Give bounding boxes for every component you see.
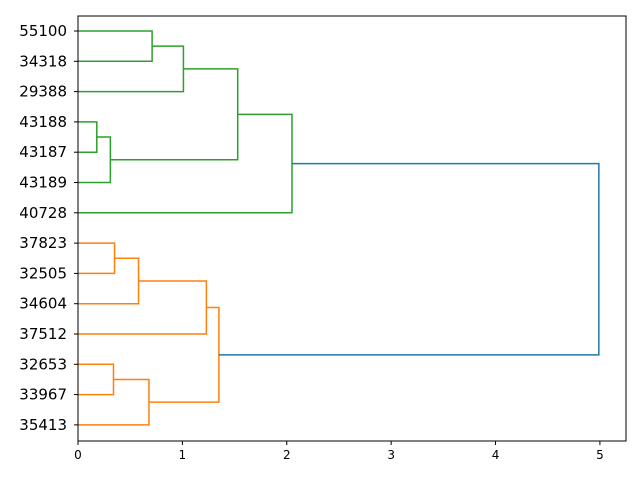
dendrogram-link-1: [78, 45, 185, 93]
dendrogram-links: [78, 30, 600, 426]
x-tick-label: 0: [74, 448, 82, 462]
plot-area-frame: [77, 15, 627, 442]
leaf-label: 32653: [19, 355, 67, 373]
dendrogram-link-6: [78, 242, 116, 275]
x-axis: 0 1 2 3 4 5: [74, 441, 604, 462]
leaf-label: 43189: [19, 174, 67, 192]
x-tick-label: 1: [179, 448, 187, 462]
dendrogram-link-0: [78, 30, 153, 63]
x-tick-label: 4: [492, 448, 500, 462]
dendrogram-link-2: [78, 121, 98, 153]
leaf-label: 34604: [19, 295, 67, 313]
x-tick-label: 5: [596, 448, 604, 462]
leaf-label: 55100: [19, 22, 67, 40]
x-tick-label: 3: [387, 448, 395, 462]
leaf-label: 35413: [19, 416, 67, 434]
leaf-label: 43187: [19, 143, 67, 161]
dendrogram-link-3: [78, 136, 112, 184]
y-axis-leaf-labels: 55100 34318 29388 43188 43187 43189 40728 37823…: [19, 22, 78, 434]
dendrogram-link-11: [148, 306, 220, 403]
leaf-label: 37512: [19, 325, 67, 343]
leaf-label: 34318: [19, 52, 67, 70]
dendrogram-link-12: [218, 162, 600, 356]
dendrogram-link-4: [110, 68, 239, 161]
dendrogram-link-10: [78, 378, 150, 426]
dendrogram-link-8: [78, 280, 208, 335]
leaf-label: 33967: [19, 386, 67, 404]
leaf-label: 37823: [19, 234, 67, 252]
dendrogram-link-9: [78, 363, 115, 396]
leaf-label: 43188: [19, 113, 67, 131]
leaf-label: 32505: [19, 264, 67, 282]
leaf-label: 29388: [19, 83, 67, 101]
dendrogram-link-7: [78, 257, 140, 305]
leaf-label: 40728: [19, 204, 67, 222]
x-tick-label: 2: [283, 448, 291, 462]
